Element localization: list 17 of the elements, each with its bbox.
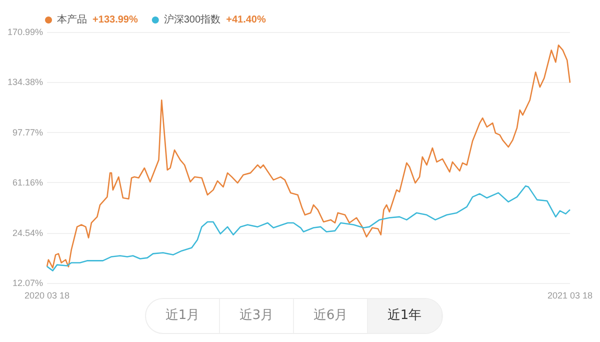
y-tick-label: 170.99% <box>7 27 43 37</box>
text: +133.99% <box>92 14 138 26</box>
legend-label: 沪深300指数 <box>164 14 226 26</box>
line-series <box>46 44 571 268</box>
x-tick-label: 2021 03 18 <box>547 290 593 300</box>
y-tick-label: 97.77% <box>12 127 43 138</box>
y-tick-label: 61.16% <box>12 178 43 188</box>
text: +41.40% <box>226 14 266 26</box>
y-tick-label: 24.54% <box>12 228 43 238</box>
period-button: 近1月 <box>146 299 220 333</box>
y-tick-label: 12.07% <box>12 278 43 288</box>
legend-label: 本产品 <box>57 14 93 26</box>
period-button: 近1年 <box>368 299 442 333</box>
x-tick-label: 2020 03 18 <box>24 290 70 300</box>
line-series <box>46 185 571 272</box>
y-tick-label: 134.38% <box>7 77 43 88</box>
period-button: 近3月 <box>220 299 294 333</box>
